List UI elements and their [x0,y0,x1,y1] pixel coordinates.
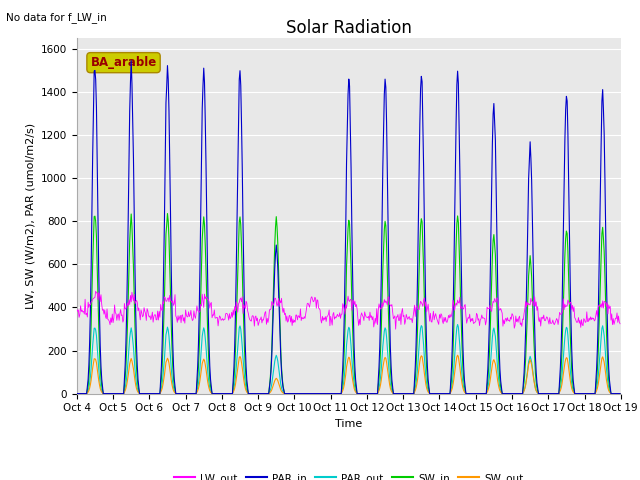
Title: Solar Radiation: Solar Radiation [286,19,412,37]
PAR_in [127,58,135,63]
SW_in [73,391,81,396]
Text: BA_arable: BA_arable [90,56,157,69]
LW_out [73,307,81,312]
PAR_in [140,391,147,396]
SW_in [223,391,231,396]
SW_out [430,391,438,396]
PAR_in [616,391,624,396]
Legend: LW_out, PAR_in, PAR_out, SW_in, SW_out: LW_out, PAR_in, PAR_out, SW_in, SW_out [170,468,527,480]
LW_out [392,326,399,332]
SW_out [454,352,461,358]
SW_in [415,269,423,275]
PAR_out [73,391,81,396]
SW_in [139,391,147,396]
PAR_in [431,391,439,396]
SW_in [195,364,202,370]
Line: PAR_out: PAR_out [77,324,620,394]
SW_out [73,391,81,396]
SW_out [223,391,230,396]
PAR_out [454,322,461,327]
Y-axis label: LW, SW (W/m2), PAR (umol/m2/s): LW, SW (W/m2), PAR (umol/m2/s) [25,123,35,309]
Line: SW_out: SW_out [77,355,620,394]
PAR_in [83,391,90,396]
LW_out [83,311,90,316]
SW_in [616,391,624,396]
LW_out [195,308,202,314]
SW_out [415,371,422,377]
LW_out [616,321,624,327]
PAR_out [223,391,230,396]
SW_in [431,391,439,396]
Line: SW_in: SW_in [77,214,620,394]
Line: LW_out: LW_out [77,291,620,329]
LW_out [432,311,440,316]
LW_out [416,302,424,308]
SW_in [83,391,90,396]
PAR_in [195,342,202,348]
SW_in [164,211,172,216]
PAR_out [194,385,202,391]
PAR_out [415,355,422,360]
SW_out [83,391,90,396]
PAR_in [223,391,231,396]
SW_out [139,391,147,396]
PAR_in [415,169,423,175]
LW_out [92,288,100,294]
Line: PAR_in: PAR_in [77,60,620,394]
Text: No data for f_LW_in: No data for f_LW_in [6,12,107,23]
LW_out [223,311,231,317]
PAR_out [616,391,624,396]
SW_out [194,388,202,394]
LW_out [140,313,147,319]
SW_out [616,391,624,396]
PAR_out [430,391,438,396]
PAR_out [139,391,147,396]
X-axis label: Time: Time [335,419,362,429]
PAR_in [73,391,81,396]
PAR_out [83,391,90,396]
